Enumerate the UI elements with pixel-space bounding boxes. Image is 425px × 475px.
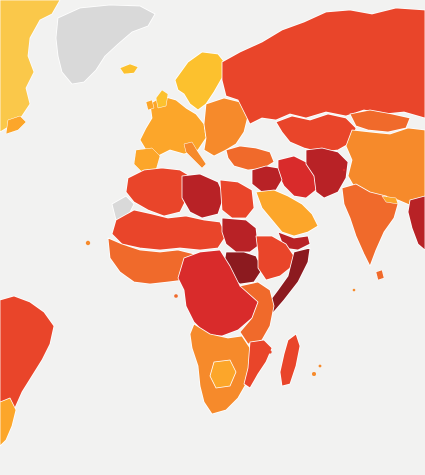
region-botswana[interactable]: [209, 359, 237, 389]
region-arabian-peninsula[interactable]: [255, 189, 319, 237]
island-dot-maldives: [352, 288, 356, 292]
region-iraq-syria[interactable]: [251, 165, 283, 193]
region-north-africa-west[interactable]: [125, 167, 191, 217]
island-sri-lanka: [375, 269, 385, 281]
region-somalia[interactable]: [265, 247, 311, 315]
nepal: [381, 195, 399, 205]
region-sahel[interactable]: [111, 209, 227, 251]
region-greenland[interactable]: [55, 4, 156, 85]
region-central-africa[interactable]: [177, 249, 259, 337]
region-eastern-europe[interactable]: [203, 97, 249, 157]
island-uk: [155, 89, 169, 109]
region-southeast-asia[interactable]: [407, 195, 425, 251]
region-scandinavia[interactable]: [174, 51, 227, 111]
island-ireland: [145, 99, 155, 111]
region-china[interactable]: [345, 127, 425, 207]
region-mozambique[interactable]: [243, 339, 273, 389]
island-dot-cape-verde: [85, 240, 91, 246]
island-dot-mauritius: [312, 372, 316, 376]
island-dot-reunion: [318, 364, 322, 368]
region-sudan[interactable]: [221, 217, 259, 253]
region-india[interactable]: [341, 183, 399, 267]
region-libya[interactable]: [181, 173, 225, 219]
region-horn-of-africa[interactable]: [255, 235, 295, 281]
island-dot-sao-tome: [174, 294, 178, 298]
region-afghanistan-pakistan[interactable]: [305, 147, 349, 199]
region-madagascar[interactable]: [279, 333, 301, 387]
island-iceland: [119, 63, 139, 75]
region-turkey-caucasus[interactable]: [225, 145, 275, 171]
italy: [183, 141, 207, 169]
region-mongolia[interactable]: [349, 109, 411, 133]
region-canada-usa[interactable]: [0, 0, 61, 133]
island-dot-comoros: [268, 350, 272, 354]
region-egypt[interactable]: [219, 179, 255, 219]
island-dot-small: [342, 168, 346, 172]
region-russia[interactable]: [221, 7, 425, 125]
region-chile-argentina[interactable]: [0, 397, 17, 447]
canada-detail: [5, 115, 27, 135]
region-central-asia[interactable]: [275, 113, 357, 153]
